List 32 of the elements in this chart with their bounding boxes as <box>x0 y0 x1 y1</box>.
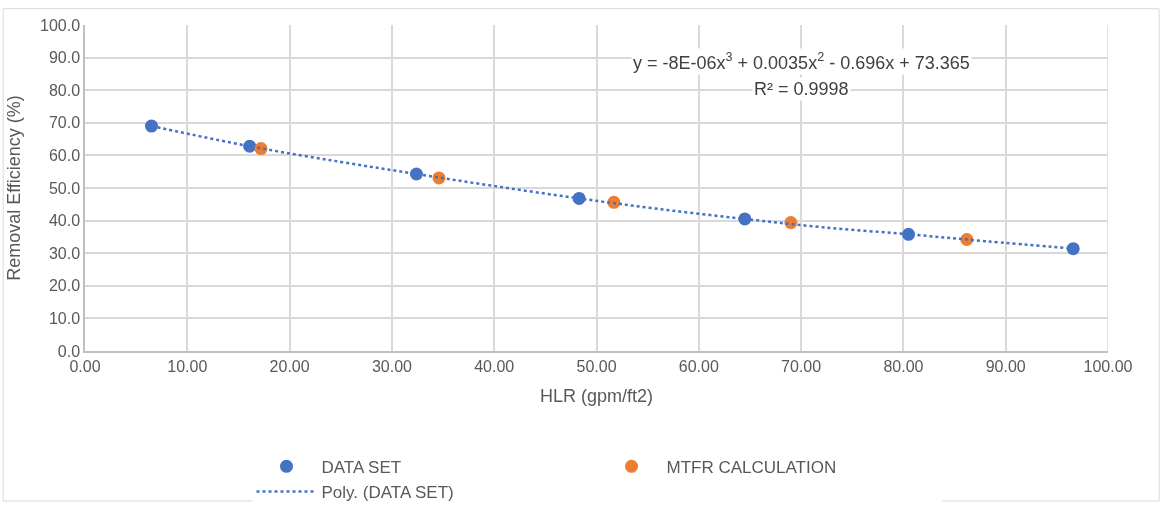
x-tick-label: 50.00 <box>576 357 617 375</box>
x-tick-label: 30.00 <box>371 357 413 375</box>
annotation: y = -8E-06x$^{3}$ + 0.0035x$^{2}$ - 0.696x + 73.365 <box>633 50 970 73</box>
point <box>145 119 158 133</box>
x-tick-label: 80.00 <box>883 357 924 375</box>
point <box>1066 242 1080 256</box>
point <box>254 142 268 156</box>
x-tick-label: 60.00 <box>678 357 719 375</box>
x-tick-label: 0.00 <box>69 357 101 375</box>
x-tick-label: 90.00 <box>985 357 1026 375</box>
y-axis-title: Removal Efficiency (%) <box>3 95 24 281</box>
x-tick-label: 70.00 <box>781 357 822 375</box>
y-tick-label: 40.0 <box>48 212 81 230</box>
y-tick-label: 90.0 <box>48 49 81 67</box>
y-tick-label: 0.0 <box>57 342 81 360</box>
x-tick-label: 10.00 <box>167 357 208 375</box>
y-tick-label: 20.0 <box>48 277 81 295</box>
legend-label: Poly. (DATA SET) <box>321 483 454 503</box>
y-tick-label: 50.0 <box>48 179 81 197</box>
y-tick-label: 100.0 <box>40 16 81 34</box>
legend-label: DATA SET <box>321 457 402 477</box>
x-tick-label: 40.00 <box>474 357 515 375</box>
annotation: R² = 0.9998 <box>754 79 849 99</box>
x-axis-title: HLR (gpm/ft2) <box>539 385 654 406</box>
y-tick-label: 30.0 <box>48 244 81 262</box>
y-tick-label: 10.0 <box>48 310 81 327</box>
y-tick-label: 60.0 <box>48 147 81 164</box>
x-tick-label: 20.00 <box>269 357 310 375</box>
y-tick-label: 70.0 <box>48 114 81 132</box>
x-tick-label: 100.00 <box>1083 357 1133 375</box>
y-tick-label: 80.0 <box>48 81 81 99</box>
legend-label: MTFR CALCULATION <box>666 457 837 477</box>
